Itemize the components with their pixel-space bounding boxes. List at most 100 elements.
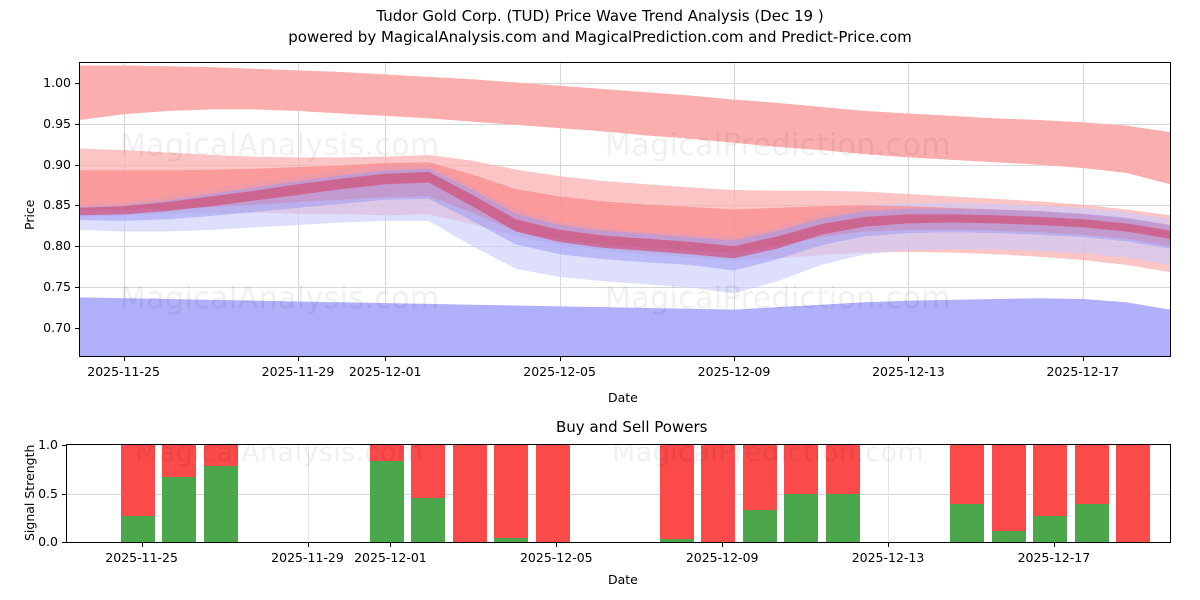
powers-bar-sell-segment [701, 445, 736, 542]
powers-bar-buy-segment [120, 515, 155, 542]
powers-y-tick-mark [62, 542, 66, 543]
powers-bar[interactable] [950, 445, 985, 542]
powers-bar[interactable] [991, 445, 1026, 542]
powers-x-tick-label: 2025-12-09 [685, 550, 759, 565]
price-y-tick-label: 0.70 [43, 319, 71, 335]
powers-x-tick-mark [307, 543, 309, 547]
powers-bar-sell-segment [1033, 445, 1068, 516]
powers-x-tick-label: 2025-12-05 [519, 550, 593, 565]
powers-bar[interactable] [411, 445, 446, 542]
powers-bar[interactable] [1074, 445, 1109, 542]
price-y-tick-label: 0.80 [43, 238, 71, 254]
powers-bar-buy-segment [494, 538, 529, 542]
price-x-tick-mark [123, 357, 125, 361]
powers-gridline-v [888, 445, 890, 542]
price-band-wave-band-blue-mid [80, 168, 1170, 271]
powers-bar-sell-segment [950, 445, 985, 505]
page-title: Tudor Gold Corp. (TUD) Price Wave Trend … [0, 6, 1200, 48]
powers-bar-sell-segment [494, 445, 529, 539]
powers-bar-buy-segment [825, 493, 860, 542]
powers-bar-buy-segment [1033, 515, 1068, 542]
price-band-support-band [80, 297, 1170, 356]
powers-bar[interactable] [369, 445, 404, 542]
powers-x-tick-mark [390, 543, 392, 547]
price-x-tick-mark [385, 357, 387, 361]
price-x-tick-mark [559, 357, 561, 361]
price-y-tick-mark [75, 327, 79, 329]
powers-x-tick-label: 2025-12-17 [1017, 550, 1091, 565]
powers-y-tick-label: 0.0 [38, 534, 58, 549]
price-chart-panel: MagicalAnalysis.com MagicalPrediction.co… [79, 62, 1171, 357]
price-band-layers [80, 65, 1170, 356]
powers-x-tick-mark [141, 543, 143, 547]
powers-bar[interactable] [784, 445, 819, 542]
powers-bar[interactable] [120, 445, 155, 542]
powers-bar[interactable] [452, 445, 487, 542]
powers-bar-sell-segment [162, 445, 197, 477]
powers-bar[interactable] [825, 445, 860, 542]
price-x-tick-label: 2025-11-29 [261, 364, 335, 379]
powers-x-tick-label: 2025-12-01 [354, 550, 427, 565]
powers-x-axis-label: Date [608, 572, 638, 587]
price-gridline-h [80, 83, 1170, 85]
powers-x-tick-label: 2025-11-25 [105, 550, 178, 565]
powers-bar-buy-segment [411, 498, 446, 542]
powers-y-tick-label: 1.0 [38, 437, 58, 452]
powers-x-tick-mark [1053, 543, 1055, 547]
price-y-tick-mark [75, 246, 79, 248]
price-y-tick-label: 1.00 [43, 75, 71, 91]
price-band-upper-resistance-band [80, 65, 1170, 185]
powers-gridline-v [307, 445, 309, 542]
powers-bar-sell-segment [1116, 445, 1151, 542]
price-x-tick-label: 2025-12-13 [872, 364, 945, 379]
price-y-tick-mark [75, 83, 79, 85]
powers-bar-buy-segment [162, 477, 197, 542]
powers-bar[interactable] [1033, 445, 1068, 542]
price-x-tick-mark [298, 357, 299, 361]
powers-bar-buy-segment [659, 539, 694, 542]
powers-bar[interactable] [1116, 445, 1151, 542]
powers-bar[interactable] [742, 445, 777, 542]
powers-bar-sell-segment [991, 445, 1026, 532]
powers-bar[interactable] [659, 445, 694, 542]
powers-bar-sell-segment [535, 445, 570, 542]
powers-bar-buy-segment [1074, 504, 1109, 542]
powers-bar-buy-segment [742, 510, 777, 542]
powers-bar[interactable] [162, 445, 197, 542]
powers-bar[interactable] [701, 445, 736, 542]
price-y-tick-mark [75, 286, 79, 288]
powers-bar[interactable] [535, 445, 570, 542]
powers-bar[interactable] [203, 445, 238, 542]
price-y-tick-mark [75, 124, 79, 126]
powers-x-tick-label: 2025-12-13 [851, 550, 925, 565]
price-y-tick-mark [75, 205, 79, 207]
powers-x-tick-mark [556, 543, 558, 547]
powers-bar-sell-segment [411, 445, 446, 499]
powers-bar-sell-segment [742, 445, 777, 510]
powers-chart-panel: MagicalAnalysis.com MagicalPrediction.co… [66, 444, 1171, 543]
price-x-tick-label: 2025-12-09 [697, 364, 771, 379]
price-gridline-h [80, 286, 1170, 288]
price-y-tick-label: 0.85 [43, 197, 71, 213]
powers-bar[interactable] [494, 445, 529, 542]
price-gridline-h [80, 164, 1170, 166]
price-x-tick-mark [908, 357, 910, 361]
powers-bar-sell-segment [203, 445, 238, 467]
price-y-tick-label: 0.95 [43, 116, 71, 132]
powers-bar-sell-segment [120, 445, 155, 516]
powers-x-tick-mark [722, 543, 724, 547]
powers-bar-sell-segment [1074, 445, 1109, 505]
powers-y-tick-mark [62, 493, 66, 495]
powers-bar-sell-segment [659, 445, 694, 540]
price-y-tick-mark [75, 164, 79, 166]
price-y-tick-label: 0.90 [43, 156, 71, 172]
price-x-tick-mark [1082, 357, 1084, 361]
powers-bar-sell-segment [784, 445, 819, 494]
price-band-wave-core [80, 172, 1170, 259]
price-y-axis-label: Price [22, 199, 37, 231]
powers-chart-title: Buy and Sell Powers [556, 418, 708, 436]
title-line-1: Tudor Gold Corp. (TUD) Price Wave Trend … [376, 7, 824, 25]
powers-bar-sell-segment [825, 445, 860, 494]
price-x-tick-mark [734, 357, 735, 361]
powers-x-tick-mark [888, 543, 890, 547]
